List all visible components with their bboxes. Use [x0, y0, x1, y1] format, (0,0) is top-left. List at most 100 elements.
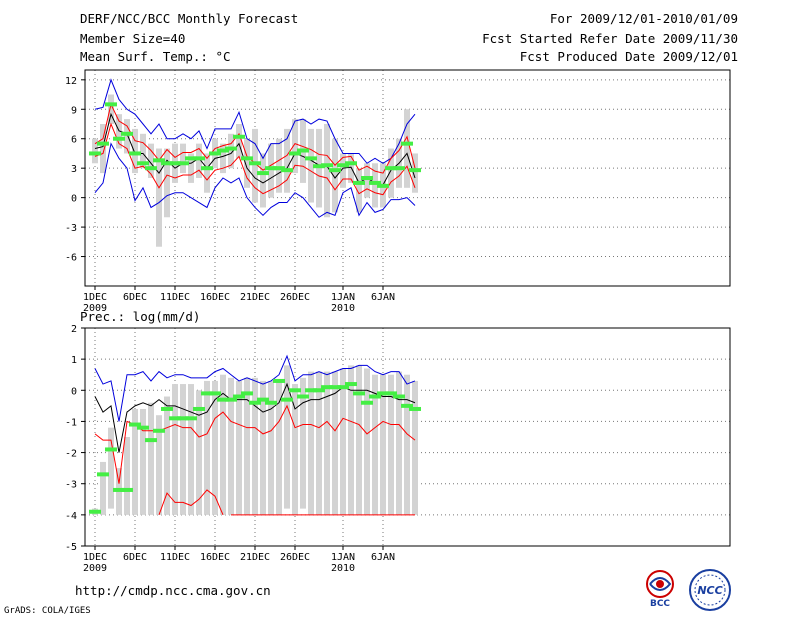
temp-box — [388, 148, 394, 198]
precip-median-mark — [97, 472, 109, 477]
precip-median-mark — [161, 406, 173, 411]
precip-red-upper — [94, 404, 416, 484]
precip-median-mark — [241, 391, 253, 396]
precip-median-mark — [297, 394, 309, 399]
precip-box — [268, 380, 274, 515]
temp-xtick-label: 16DEC — [200, 292, 230, 303]
temp-box — [268, 143, 274, 198]
precip-median-mark — [361, 400, 373, 405]
precip-box — [188, 384, 194, 515]
temp-box — [188, 153, 194, 183]
temp-box — [404, 109, 410, 188]
temp-ytick-label: 0 — [71, 194, 77, 205]
precip-median-mark — [265, 400, 277, 405]
precip-median-mark — [329, 385, 341, 390]
temp-median-mark — [353, 180, 365, 185]
temp-box — [292, 119, 298, 174]
precip-median-mark — [113, 487, 125, 492]
temp-box — [340, 153, 346, 188]
fcst-produced-date: Fcst Produced Date 2009/12/01 — [519, 49, 738, 64]
temp-median-mark — [337, 163, 349, 168]
temp-median-mark — [249, 161, 261, 166]
precip-median-mark — [401, 403, 413, 408]
precip-median-mark — [145, 438, 157, 443]
temp-box — [276, 138, 282, 193]
temp-box — [364, 163, 370, 198]
precip-box — [220, 374, 226, 515]
temp-median-mark — [209, 151, 221, 156]
temp-box — [372, 163, 378, 208]
precip-ytick-label: -2 — [65, 449, 77, 460]
precip-ytick-label: 1 — [71, 355, 77, 366]
precip-box — [100, 461, 106, 515]
precip-median-mark — [289, 388, 301, 393]
temp-box — [332, 138, 338, 213]
temp-median-mark — [281, 168, 293, 173]
precip-median-mark — [353, 391, 365, 396]
precip-ytick-label: 0 — [71, 386, 77, 397]
temp-median-mark — [193, 156, 205, 161]
precip-median-mark — [337, 385, 349, 390]
temp-median-mark — [361, 176, 373, 180]
precip-blue-upper — [94, 354, 416, 422]
temp-ytick-label: 6 — [71, 135, 77, 146]
temp-median-mark — [289, 151, 301, 156]
precip-box — [132, 408, 138, 515]
precip-box — [340, 368, 346, 515]
bcc-logo-text: BCC — [650, 599, 670, 608]
precip-median-mark — [281, 397, 293, 402]
precip-box — [348, 365, 354, 515]
precip-xtick-label: 11DEC — [160, 552, 190, 563]
precip-median-mark — [209, 391, 221, 396]
temp-median-mark — [265, 166, 277, 171]
temp-median-mark — [345, 161, 357, 166]
temp-median-mark — [121, 131, 133, 136]
precip-box — [380, 374, 386, 515]
temp-median-mark — [409, 168, 421, 173]
temp-blue-upper — [94, 78, 416, 164]
precip-box — [356, 365, 362, 515]
fcst-started-date: Fcst Started Refer Date 2009/11/30 — [482, 31, 738, 46]
precip-median-mark — [169, 416, 181, 421]
temp-xtick-label: 1JAN — [331, 292, 355, 303]
source-url[interactable]: http://cmdp.ncc.cma.gov.cn — [75, 583, 271, 598]
precip-median-mark — [393, 394, 405, 399]
precip-box — [196, 390, 202, 515]
temp-xtick-label: 11DEC — [160, 292, 190, 303]
temp-median-mark — [97, 141, 109, 146]
precip-box — [212, 380, 218, 515]
temp-box — [244, 138, 250, 188]
precip-median-mark — [193, 406, 205, 411]
temp-median-mark — [145, 166, 157, 171]
temp-median-mark — [313, 164, 325, 169]
precip-frame — [84, 327, 731, 547]
precip-median-mark — [313, 388, 325, 393]
precip-median-mark — [89, 509, 101, 514]
precip-ytick-label: -3 — [65, 480, 77, 491]
temp-ytick-label: -6 — [65, 253, 77, 264]
precip-median-mark — [225, 397, 237, 402]
temp-ytick-label: 12 — [65, 76, 77, 87]
precip-median-mark — [257, 397, 269, 402]
temp-box — [236, 124, 242, 159]
temp-box — [124, 119, 130, 154]
temp-median-mark — [217, 148, 229, 153]
grads-credit: GrADS: COLA/IGES — [4, 606, 91, 616]
precip-median-mark — [305, 388, 317, 393]
temp-box — [180, 143, 186, 174]
precip-box — [308, 371, 314, 515]
temp-median-mark — [241, 156, 253, 161]
temp-box — [252, 128, 258, 203]
temp-median-mark — [137, 161, 149, 166]
precip-ytick-label: -5 — [65, 542, 77, 553]
precip-median-mark — [233, 394, 245, 399]
temp-median-mark — [305, 156, 317, 161]
temp-median-mark — [201, 166, 213, 171]
precip-box — [404, 374, 410, 515]
temp-median-mark — [233, 134, 245, 139]
temp-median-mark — [273, 166, 285, 171]
precip-box — [156, 415, 162, 515]
temp-median-mark — [161, 161, 173, 166]
temp-xtick-label: 6DEC — [123, 292, 147, 303]
